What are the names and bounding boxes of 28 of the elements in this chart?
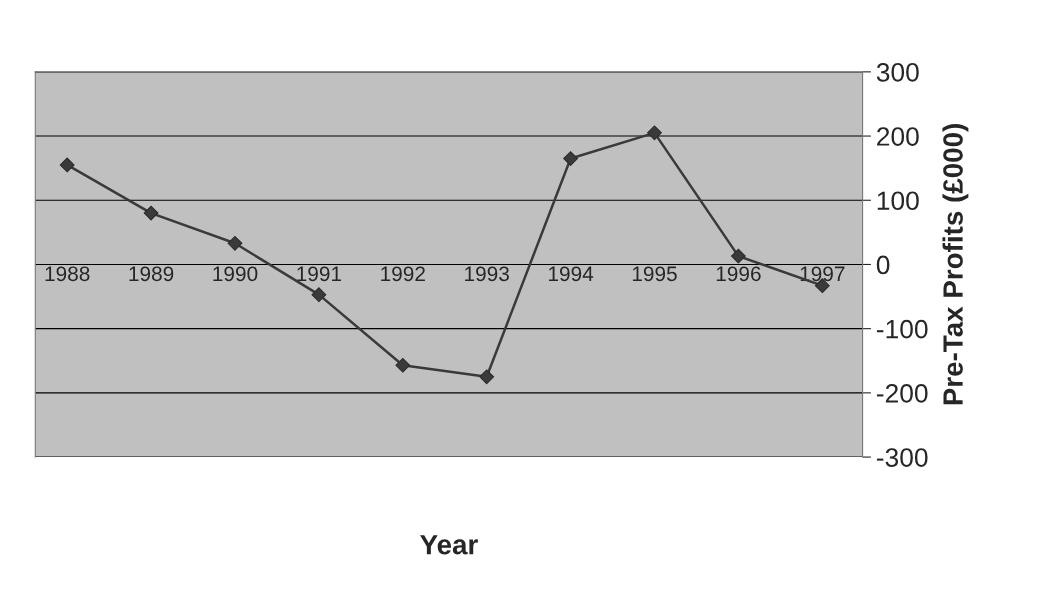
x-tick-label: 1995 bbox=[632, 266, 677, 282]
x-axis-title: Year bbox=[420, 535, 478, 555]
y-tick-label: -200 bbox=[876, 384, 928, 403]
x-tick-label: 1991 bbox=[297, 266, 342, 282]
x-tick-label: 1997 bbox=[800, 266, 845, 282]
x-tick-label: 1988 bbox=[45, 266, 90, 282]
point bbox=[731, 248, 746, 264]
y-tick-label: 0 bbox=[876, 255, 890, 275]
x-tick-label: 1990 bbox=[213, 266, 258, 282]
point bbox=[395, 357, 411, 373]
point bbox=[59, 157, 75, 173]
point bbox=[311, 287, 327, 303]
y-tick-label: 300 bbox=[876, 62, 919, 82]
y-tick-label: 100 bbox=[877, 191, 919, 211]
y-tick-label: 200 bbox=[877, 127, 919, 146]
y-axis-title: Pre-Tax Profits (£000) bbox=[942, 124, 969, 405]
y-tick-label: -300 bbox=[876, 448, 928, 467]
x-tick-label: 1992 bbox=[381, 266, 425, 282]
point bbox=[563, 151, 578, 166]
point bbox=[647, 125, 662, 141]
point bbox=[143, 205, 159, 221]
y-tick-label: -100 bbox=[876, 319, 928, 339]
x-tick-label: 1989 bbox=[129, 266, 174, 282]
point bbox=[479, 369, 495, 385]
point bbox=[227, 235, 243, 251]
x-tick-label: 1996 bbox=[716, 266, 761, 282]
x-tick-label: 1994 bbox=[549, 266, 594, 282]
x-tick-label: 1993 bbox=[465, 266, 509, 282]
